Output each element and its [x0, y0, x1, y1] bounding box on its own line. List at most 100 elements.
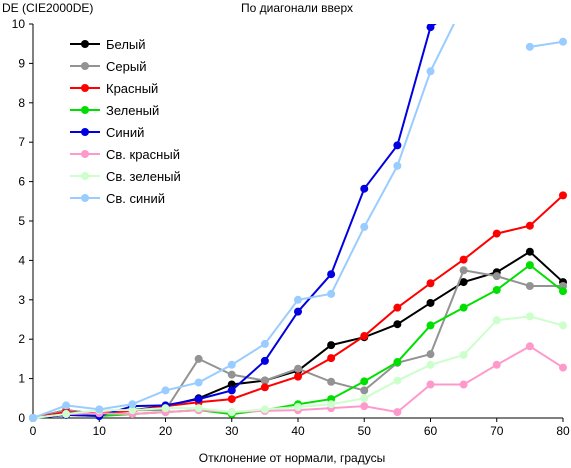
legend-label: Красный: [106, 81, 158, 96]
legend-label: Св. синий: [106, 191, 165, 206]
data-point: [194, 395, 203, 404]
legend-label: Зеленый: [106, 103, 159, 118]
data-point: [426, 360, 435, 369]
data-point: [161, 404, 170, 413]
data-point: [294, 372, 302, 381]
data-point: [426, 350, 435, 359]
data-point: [426, 298, 435, 307]
data-point: [260, 405, 269, 414]
legend-swatch-marker: [81, 172, 89, 180]
data-point: [327, 400, 336, 409]
y-tick-label: 4: [18, 253, 25, 267]
data-point: [227, 386, 236, 395]
y-tick-label: 0: [18, 411, 25, 425]
ticks: 0 10 20 30 40 50 60 70 80 0 1 2 3 4 5 6 7 8 9 10: [12, 17, 570, 438]
data-point: [194, 404, 203, 413]
legend-swatch-marker: [81, 40, 89, 48]
legend: Белый Серый Красный Зеленый Синий Св. красный…: [70, 37, 181, 206]
legend-swatch-marker: [81, 84, 89, 92]
data-point: [459, 350, 468, 359]
data-point: [393, 141, 402, 150]
series-7: [29, 312, 567, 422]
data-point: [459, 278, 468, 287]
data-point: [525, 247, 534, 256]
data-point: [227, 360, 236, 369]
data-point: [459, 255, 468, 264]
data-point: [360, 402, 369, 411]
data-point: [426, 279, 435, 288]
x-tick-label: 0: [30, 424, 37, 438]
data-point: [360, 386, 369, 395]
data-point: [161, 386, 170, 395]
data-point: [327, 354, 336, 363]
data-point: [559, 363, 567, 372]
data-point: [393, 161, 402, 170]
legend-label: Синий: [106, 125, 144, 140]
data-point: [227, 395, 236, 404]
chart-title: По диагонали вверх: [241, 1, 353, 15]
y-tick-label: 10: [12, 17, 26, 31]
series-line: [32, 194, 564, 419]
data-point: [525, 261, 534, 270]
data-point: [492, 285, 501, 294]
series: [29, 24, 567, 422]
data-point: [360, 184, 369, 193]
data-point: [327, 341, 336, 350]
series-3: [29, 191, 567, 422]
series-4: [29, 261, 567, 422]
series-8: [29, 24, 567, 422]
legend-label: Св. красный: [106, 147, 180, 162]
data-point: [393, 376, 402, 385]
data-point: [260, 383, 269, 392]
legend-label: Св. зеленый: [106, 169, 181, 184]
data-point: [327, 270, 336, 279]
legend-swatch-marker: [81, 128, 89, 136]
data-point: [360, 222, 369, 231]
series-line: [32, 24, 455, 419]
y-tick-label: 8: [18, 96, 25, 110]
data-point: [492, 360, 501, 369]
legend-swatch-marker: [81, 106, 89, 114]
data-point: [128, 406, 137, 415]
data-point: [492, 229, 501, 238]
y-tick-label: 1: [18, 372, 25, 386]
data-point: [294, 295, 302, 304]
data-point: [459, 303, 468, 312]
data-point: [492, 316, 501, 325]
data-point: [327, 289, 336, 298]
data-point: [393, 303, 402, 312]
x-tick-label: 10: [93, 424, 107, 438]
data-point: [227, 408, 236, 417]
legend-swatch-marker: [81, 150, 89, 158]
series-2: [29, 266, 567, 422]
legend-label: Белый: [106, 37, 146, 52]
data-point: [426, 24, 435, 32]
data-point: [426, 380, 435, 389]
data-point: [525, 312, 534, 321]
data-point: [492, 272, 501, 281]
series-line: [32, 263, 564, 419]
data-point: [227, 380, 236, 389]
y-tick-label: 2: [18, 332, 25, 346]
x-tick-label: 40: [291, 424, 305, 438]
data-point: [393, 408, 402, 417]
y-tick-label: 7: [18, 135, 25, 149]
data-point: [393, 358, 402, 367]
data-point: [194, 354, 203, 363]
data-point: [360, 394, 369, 403]
y-tick-label: 9: [18, 56, 25, 70]
data-point: [294, 402, 302, 411]
x-tick-label: 70: [490, 424, 504, 438]
series-line: [529, 40, 564, 48]
legend-swatch-marker: [81, 194, 89, 202]
data-point: [525, 282, 534, 291]
x-tick-label: 30: [225, 424, 239, 438]
x-tick-label: 50: [358, 424, 372, 438]
data-point: [29, 414, 37, 422]
y-tick-label: 3: [18, 293, 25, 307]
data-point: [62, 410, 71, 419]
data-point: [360, 332, 369, 341]
data-point: [426, 321, 435, 330]
data-point: [128, 400, 137, 409]
